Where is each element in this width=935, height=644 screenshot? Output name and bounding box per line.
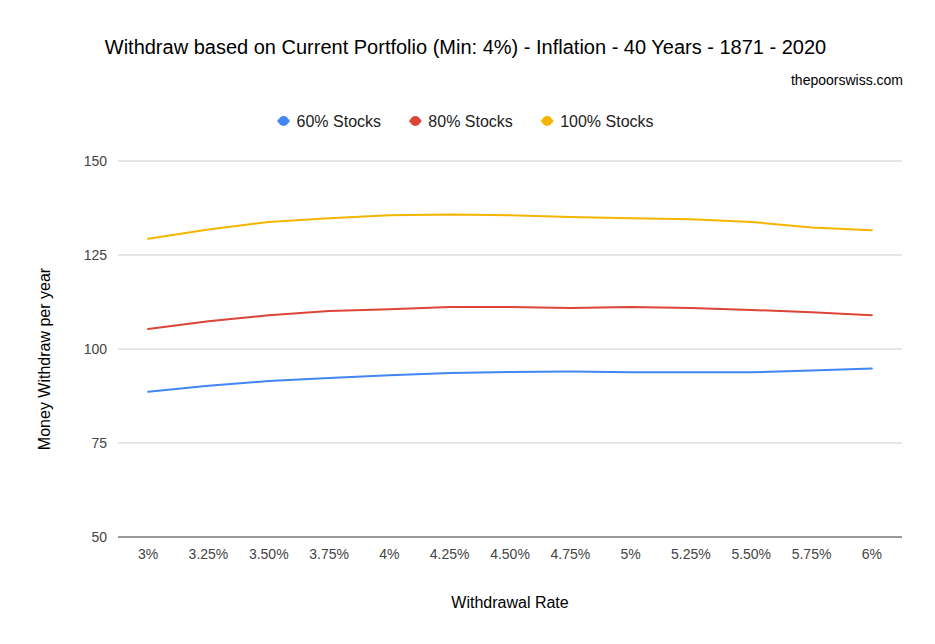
y-tick-label: 75	[91, 435, 107, 451]
x-tick-label: 3.25%	[189, 546, 229, 562]
grid-line	[118, 161, 902, 162]
legend-label: 100% Stocks	[560, 113, 653, 130]
legend-swatch	[542, 116, 552, 126]
x-tick-label: 4.75%	[550, 546, 590, 562]
plot-area	[148, 214, 872, 391]
legend-label: 60% Stocks	[297, 113, 381, 130]
x-tick-label: 5.50%	[731, 546, 771, 562]
x-tick-label: 4.25%	[430, 546, 470, 562]
series-line	[148, 307, 872, 329]
legend-swatch	[410, 116, 420, 126]
x-tick-label: 3%	[138, 546, 158, 562]
legend: 60% Stocks 80% Stocks 100% Stocks	[278, 113, 654, 130]
y-tick-label: 50	[91, 529, 107, 545]
title: Withdraw based on Current Portfolio (Min…	[105, 36, 826, 58]
legend-swatch-line	[409, 120, 421, 123]
series-line	[148, 369, 872, 392]
grid-line	[118, 349, 902, 350]
grid-line	[118, 537, 902, 538]
x-tick-label: 3.75%	[309, 546, 349, 562]
legend-swatch-line	[278, 120, 290, 123]
x-tick-label: 4.50%	[490, 546, 530, 562]
grid-line	[118, 443, 902, 444]
background	[0, 0, 935, 644]
x-tick-label: 4%	[379, 546, 399, 562]
series-line	[148, 214, 872, 238]
x-tick-label: 6%	[862, 546, 882, 562]
x-tick-label: 5.25%	[671, 546, 711, 562]
y-tick-label: 125	[84, 247, 108, 263]
y-tick-label: 150	[84, 153, 108, 169]
grid-line	[118, 255, 902, 256]
subtitle: thepoorswiss.com	[791, 72, 903, 88]
y-tick-label: 100	[84, 341, 108, 357]
chart: Withdraw based on Current Portfolio (Min…	[0, 0, 935, 644]
x-axis-label: Withdrawal Rate	[451, 594, 568, 611]
x-tick-label: 5.75%	[792, 546, 832, 562]
legend-swatch-line	[541, 120, 553, 123]
legend-swatch	[279, 116, 289, 126]
x-tick-label: 5%	[620, 546, 640, 562]
x-tick-label: 3.50%	[249, 546, 289, 562]
legend-label: 80% Stocks	[428, 113, 512, 130]
y-axis-label: Money Withdraw per year	[36, 267, 53, 450]
